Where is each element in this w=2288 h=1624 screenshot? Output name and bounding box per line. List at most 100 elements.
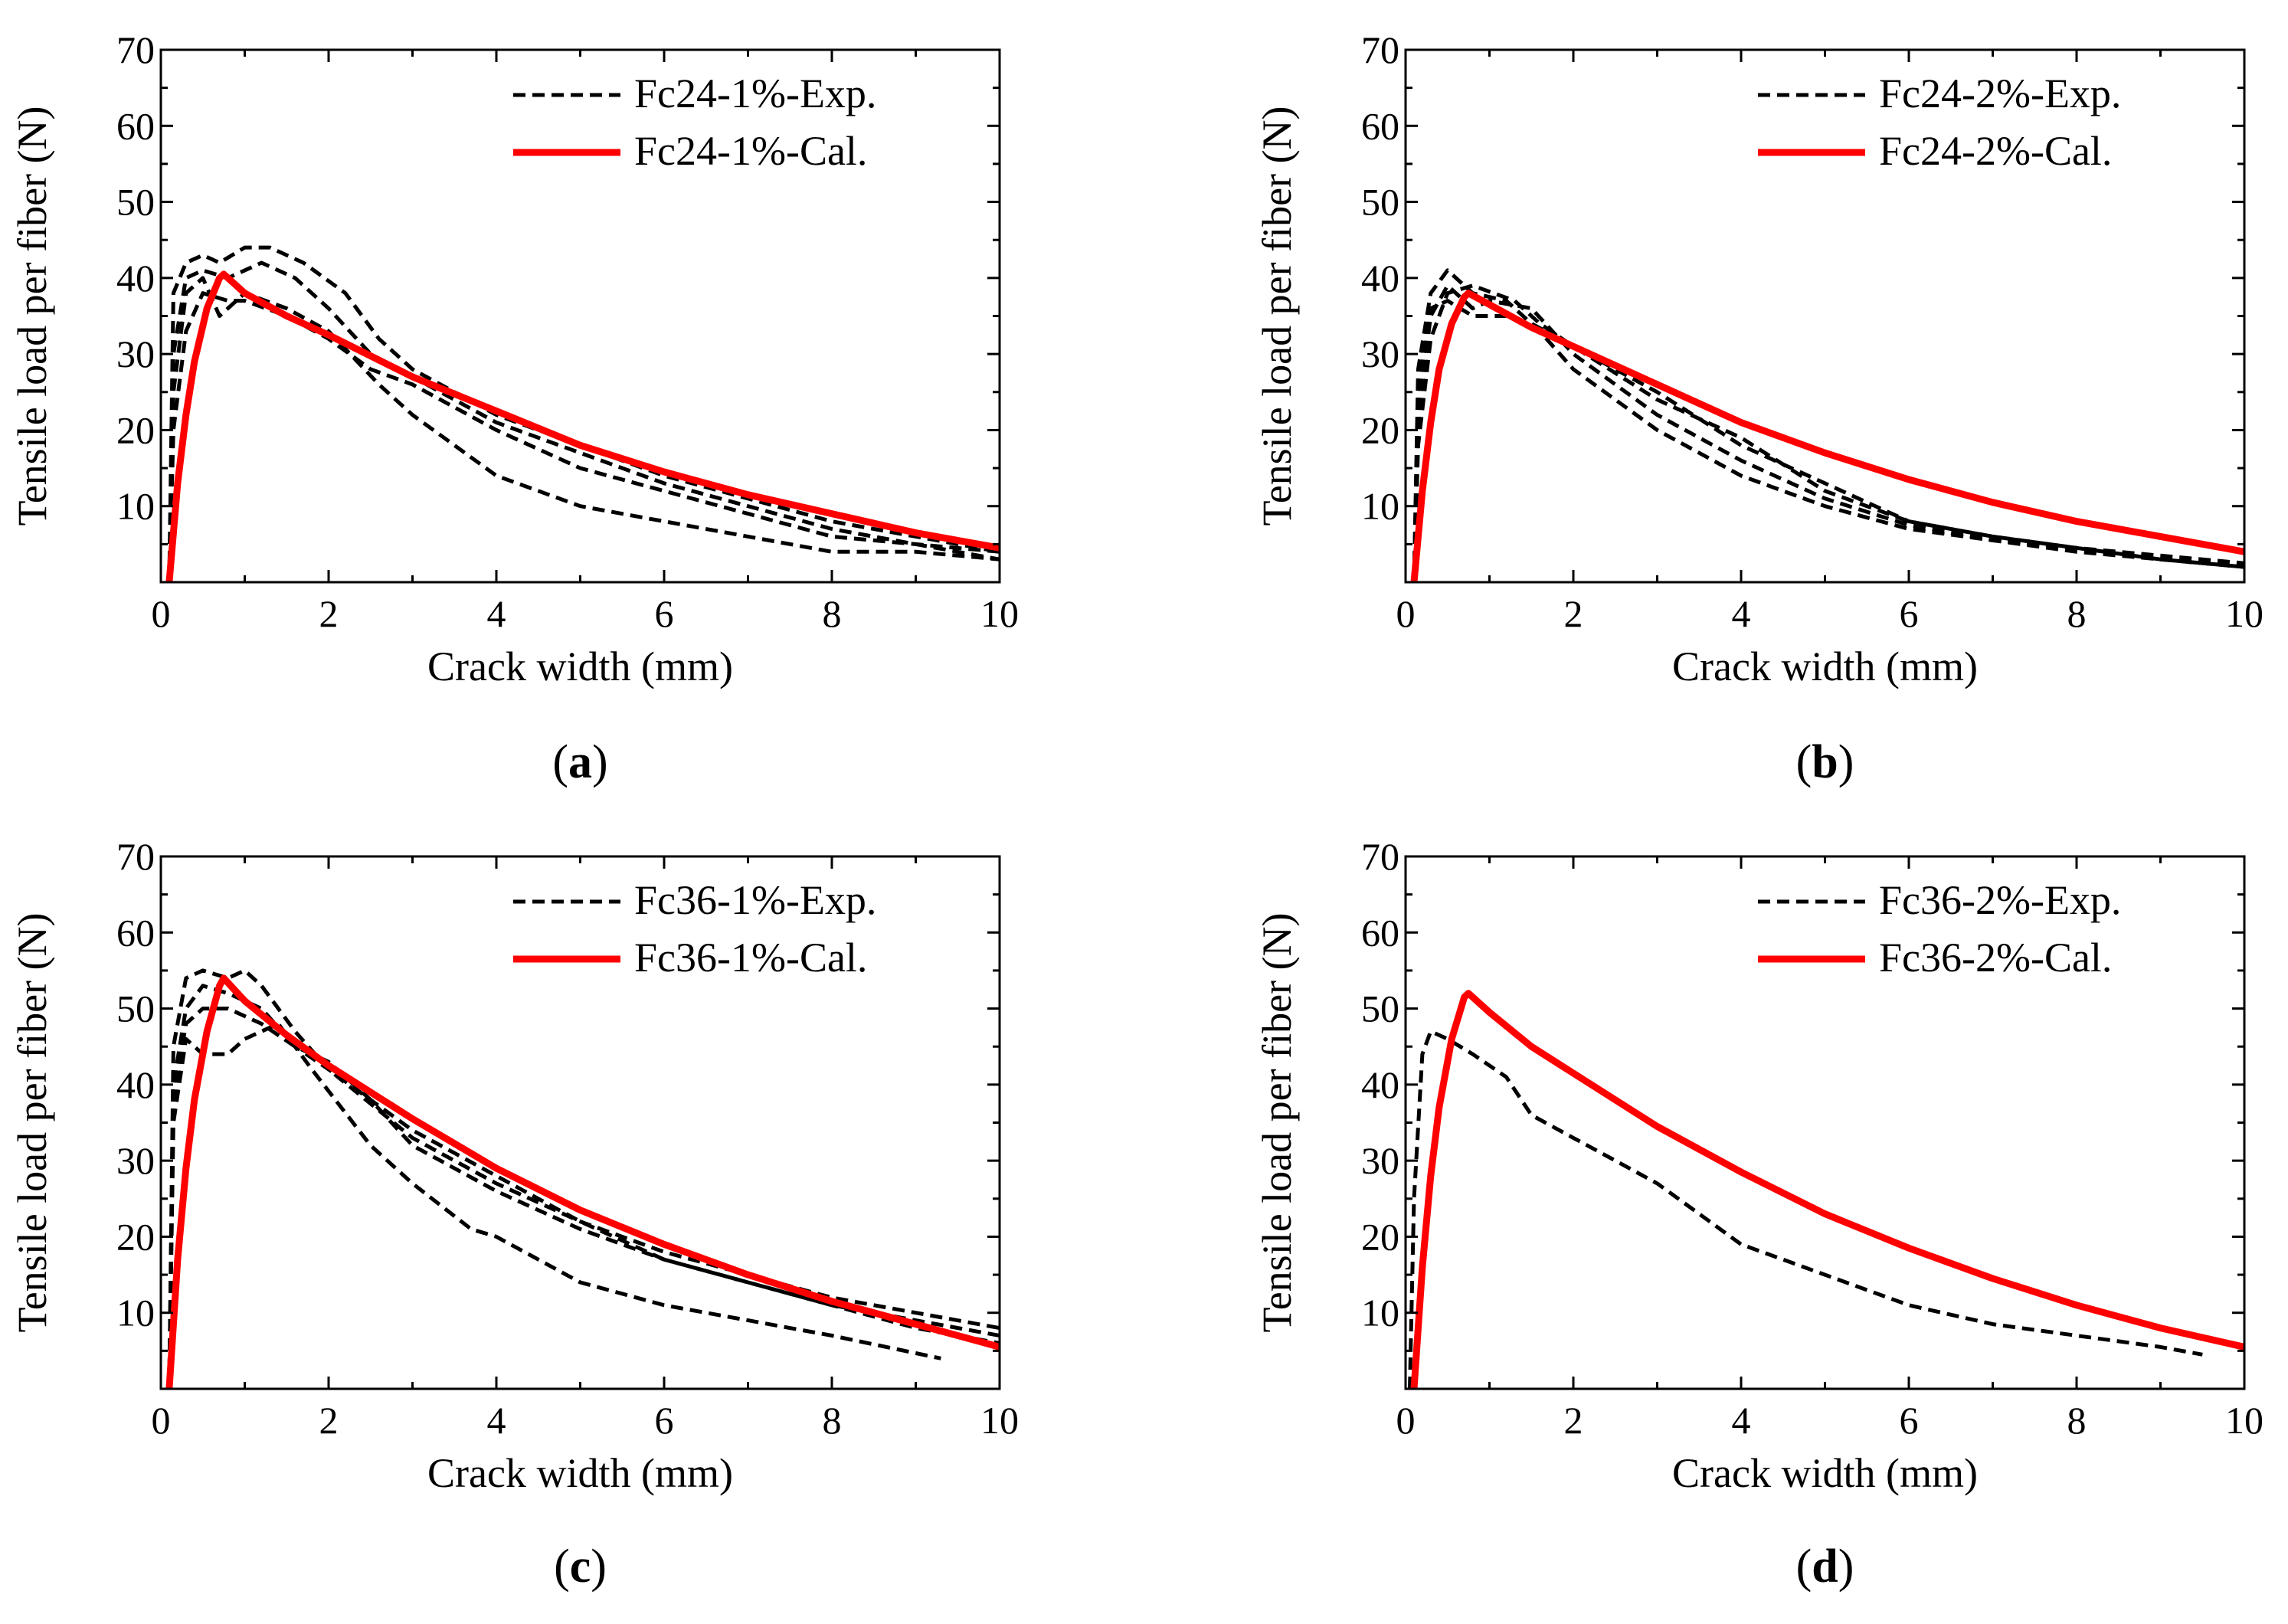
series-group <box>165 245 1000 582</box>
x-tick-label: 4 <box>1732 1399 1751 1442</box>
x-tick-label: 10 <box>2225 1399 2263 1442</box>
x-tick-label: 6 <box>655 1399 674 1442</box>
series-group <box>1408 990 2244 1389</box>
x-tick-label: 2 <box>1564 1399 1583 1442</box>
panel-letter: d <box>1812 1541 1838 1593</box>
panel-label: (c) <box>554 1541 607 1593</box>
y-tick-label: 30 <box>116 332 155 375</box>
calculated-curve <box>165 974 1000 1389</box>
legend-label: Fc36-2%-Cal. <box>1879 935 2112 981</box>
x-tick-label: 4 <box>1732 592 1751 635</box>
y-tick-label: 20 <box>1361 408 1399 451</box>
y-tick-label: 60 <box>1361 911 1399 954</box>
panel-label: (d) <box>1796 1541 1854 1593</box>
panel-label: (a) <box>552 736 607 788</box>
x-axis-label: Crack width (mm) <box>427 1450 733 1496</box>
y-tick-label: 40 <box>116 1063 155 1106</box>
panel-letter: b <box>1812 736 1838 788</box>
legend-label: Fc24-1%-Exp. <box>634 70 876 116</box>
x-tick-label: 8 <box>823 592 842 635</box>
legend-label: Fc36-2%-Exp. <box>1879 877 2121 923</box>
y-tick-label: 30 <box>1361 332 1399 375</box>
experimental-curve-4 <box>167 291 1000 582</box>
x-tick-label: 0 <box>1396 1399 1416 1442</box>
plot-frame <box>1404 855 2246 1390</box>
experimental-curve-1 <box>1408 1029 2203 1389</box>
x-tick-label: 6 <box>655 592 674 635</box>
x-tick-label: 8 <box>823 1399 842 1442</box>
y-tick-label: 10 <box>116 1292 155 1334</box>
x-tick-label: 0 <box>1396 592 1416 635</box>
plot-frame <box>159 855 1001 1390</box>
experimental-curve-4 <box>1412 299 2244 582</box>
x-axis-label: Crack width (mm) <box>1672 1450 1978 1496</box>
y-tick-label: 30 <box>1361 1139 1399 1182</box>
x-axis-label: Crack width (mm) <box>427 643 733 689</box>
y-axis-label: Tensile load per fiber (N) <box>1254 913 1300 1333</box>
chart-panel-d: 0 2 4 6 8 10 10 20 30 40 50 60 70 Crack width (mm) Ten… <box>1254 835 2263 1593</box>
calculated-curve <box>1410 290 2244 582</box>
calculated-curve <box>165 270 1000 582</box>
x-tick-label: 8 <box>2067 1399 2087 1442</box>
legend: Fc36-2%-Exp. Fc36-2%-Cal. <box>1758 877 2121 981</box>
experimental-curve-3 <box>167 276 1000 582</box>
y-tick-label: 10 <box>1361 1292 1399 1334</box>
y-tick-label: 40 <box>116 257 155 300</box>
legend: Fc24-2%-Exp. Fc24-2%-Cal. <box>1758 70 2121 174</box>
experimental-curve-4 <box>167 1007 1000 1389</box>
series-group <box>165 968 1000 1389</box>
x-tick-label: 0 <box>152 592 171 635</box>
legend: Fc24-1%-Exp. Fc24-1%-Cal. <box>513 70 876 174</box>
y-tick-label: 40 <box>1361 1063 1399 1106</box>
x-tick-label: 4 <box>487 592 506 635</box>
y-tick-label: 30 <box>116 1139 155 1182</box>
experimental-curve-1 <box>167 968 1000 1389</box>
x-tick-label: 6 <box>1900 1399 1919 1442</box>
legend: Fc36-1%-Exp. Fc36-1%-Cal. <box>513 877 876 981</box>
x-tick-label: 2 <box>1564 592 1583 635</box>
chart-panel-a: 0 2 4 6 8 10 10 20 30 40 50 60 70 Crack width (mm) Ten… <box>9 28 1019 788</box>
y-axis-label: Tensile load per fiber (N) <box>1254 106 1300 526</box>
legend-label: Fc36-1%-Cal. <box>634 935 867 981</box>
y-tick-label: 20 <box>116 1215 155 1258</box>
x-tick-label: 6 <box>1900 592 1919 635</box>
x-tick-label: 10 <box>2225 592 2263 635</box>
legend-label: Fc24-2%-Cal. <box>1879 128 2112 174</box>
series-group <box>1410 268 2244 582</box>
y-axis-label: Tensile load per fiber (N) <box>9 106 55 526</box>
x-tick-label: 8 <box>2067 592 2087 635</box>
y-tick-label: 70 <box>1361 835 1399 878</box>
panel-label: (b) <box>1796 736 1854 788</box>
x-tick-label: 4 <box>487 1399 506 1442</box>
y-tick-label: 10 <box>116 485 155 528</box>
y-tick-label: 60 <box>116 104 155 147</box>
calculated-curve <box>1410 990 2244 1389</box>
x-tick-label: 10 <box>980 1399 1019 1442</box>
x-tick-label: 10 <box>980 592 1019 635</box>
y-tick-label: 20 <box>116 408 155 451</box>
y-axis-label: Tensile load per fiber (N) <box>9 913 55 1333</box>
experimental-curve-3 <box>1412 283 2244 582</box>
x-axis-label: Crack width (mm) <box>1672 643 1978 689</box>
panel-letter: a <box>568 736 592 788</box>
y-tick-label: 40 <box>1361 257 1399 300</box>
y-tick-label: 60 <box>1361 104 1399 147</box>
x-tick-label: 2 <box>319 592 339 635</box>
x-tick-label: 2 <box>319 1399 339 1442</box>
chart-panel-b: 0 2 4 6 8 10 10 20 30 40 50 60 70 Crack width (mm) Ten… <box>1254 28 2263 788</box>
y-tick-label: 70 <box>116 835 155 878</box>
y-tick-label: 20 <box>1361 1215 1399 1258</box>
y-tick-label: 10 <box>1361 485 1399 528</box>
experimental-curve-1 <box>167 245 1000 582</box>
y-tick-label: 50 <box>116 987 155 1030</box>
legend-label: Fc36-1%-Exp. <box>634 877 876 923</box>
x-tick-label: 0 <box>152 1399 171 1442</box>
y-tick-label: 50 <box>1361 987 1399 1030</box>
legend-label: Fc24-2%-Exp. <box>1879 70 2121 116</box>
chart-panel-c: 0 2 4 6 8 10 10 20 30 40 50 60 70 Crack width (mm) Ten… <box>9 835 1019 1593</box>
y-tick-label: 70 <box>116 28 155 71</box>
y-tick-label: 60 <box>116 911 155 954</box>
y-tick-label: 50 <box>116 181 155 224</box>
panel-letter: c <box>570 1541 591 1593</box>
